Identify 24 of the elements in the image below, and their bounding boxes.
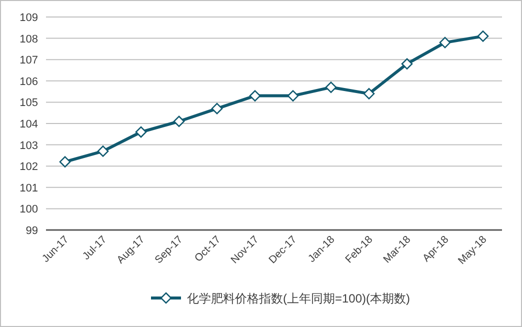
y-tick-label: 100 [20, 204, 38, 216]
legend-label: 化学肥料价格指数(上年同期=100)(本期数) [187, 292, 410, 306]
point [477, 30, 489, 42]
y-tick-label: 104 [20, 118, 38, 130]
point [249, 90, 261, 102]
point [211, 102, 223, 114]
y-tick-label: 108 [20, 33, 38, 46]
point [363, 88, 375, 100]
y-tick-label: 109 [20, 12, 38, 24]
point [439, 36, 451, 48]
point [59, 156, 71, 168]
y-tick-label: 107 [20, 54, 38, 67]
point [97, 146, 109, 157]
y-tick-label: 99 [26, 225, 38, 237]
point [287, 90, 299, 102]
y-tick-label: 101 [20, 182, 38, 194]
y-tick-label: 103 [20, 140, 38, 152]
y-tick-label: 106 [20, 76, 38, 88]
point [173, 116, 185, 128]
point [135, 126, 147, 138]
y-tick-label: 102 [20, 161, 38, 174]
y-tick-label: 105 [20, 97, 38, 110]
point [325, 82, 337, 93]
point [401, 58, 413, 70]
